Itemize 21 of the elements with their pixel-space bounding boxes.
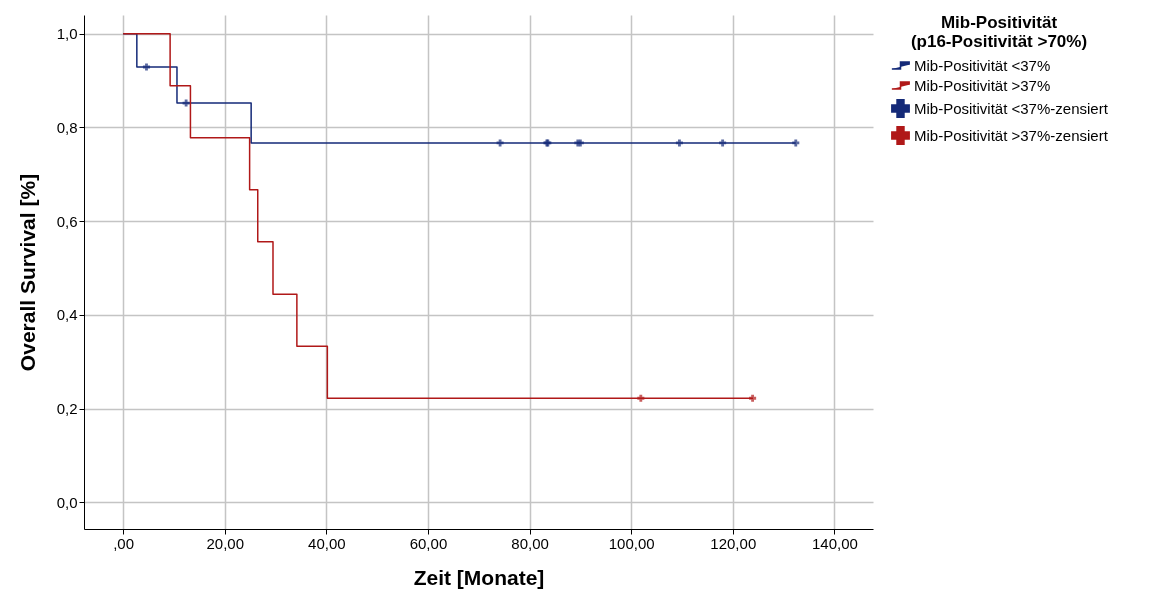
x-tick-label: 100,00 <box>608 534 655 552</box>
x-tick-label: 140,00 <box>811 534 858 552</box>
legend-label: Mib-Positivität >37%-zensiert <box>914 126 1109 144</box>
x-axis-title: Zeit [Monate] <box>413 565 545 589</box>
x-tick-label: 40,00 <box>308 534 346 552</box>
y-tick-label: 0,0 <box>56 493 78 511</box>
x-tick-label: ,00 <box>113 534 135 552</box>
y-axis-title: Overall Survival [%] <box>15 173 39 372</box>
x-tick-label: 120,00 <box>710 534 757 552</box>
legend-label: Mib-Positivität <37% <box>914 56 1051 74</box>
y-tick-label: 0,4 <box>56 306 78 324</box>
y-tick-label: 1,0 <box>56 25 78 43</box>
y-tick-label: 0,6 <box>56 212 78 230</box>
x-tick-label: 60,00 <box>409 534 448 552</box>
y-tick-label: 0,8 <box>56 118 78 136</box>
legend-title: Mib-Positivität (p16-Positivität >70%) <box>910 13 1088 51</box>
y-tick-label: 0,2 <box>56 400 78 418</box>
legend-label: Mib-Positivität <37%-zensiert <box>914 99 1109 117</box>
legend-label: Mib-Positivität >37% <box>914 76 1051 94</box>
x-tick-label: 80,00 <box>511 534 549 552</box>
x-tick-label: 20,00 <box>206 534 244 552</box>
